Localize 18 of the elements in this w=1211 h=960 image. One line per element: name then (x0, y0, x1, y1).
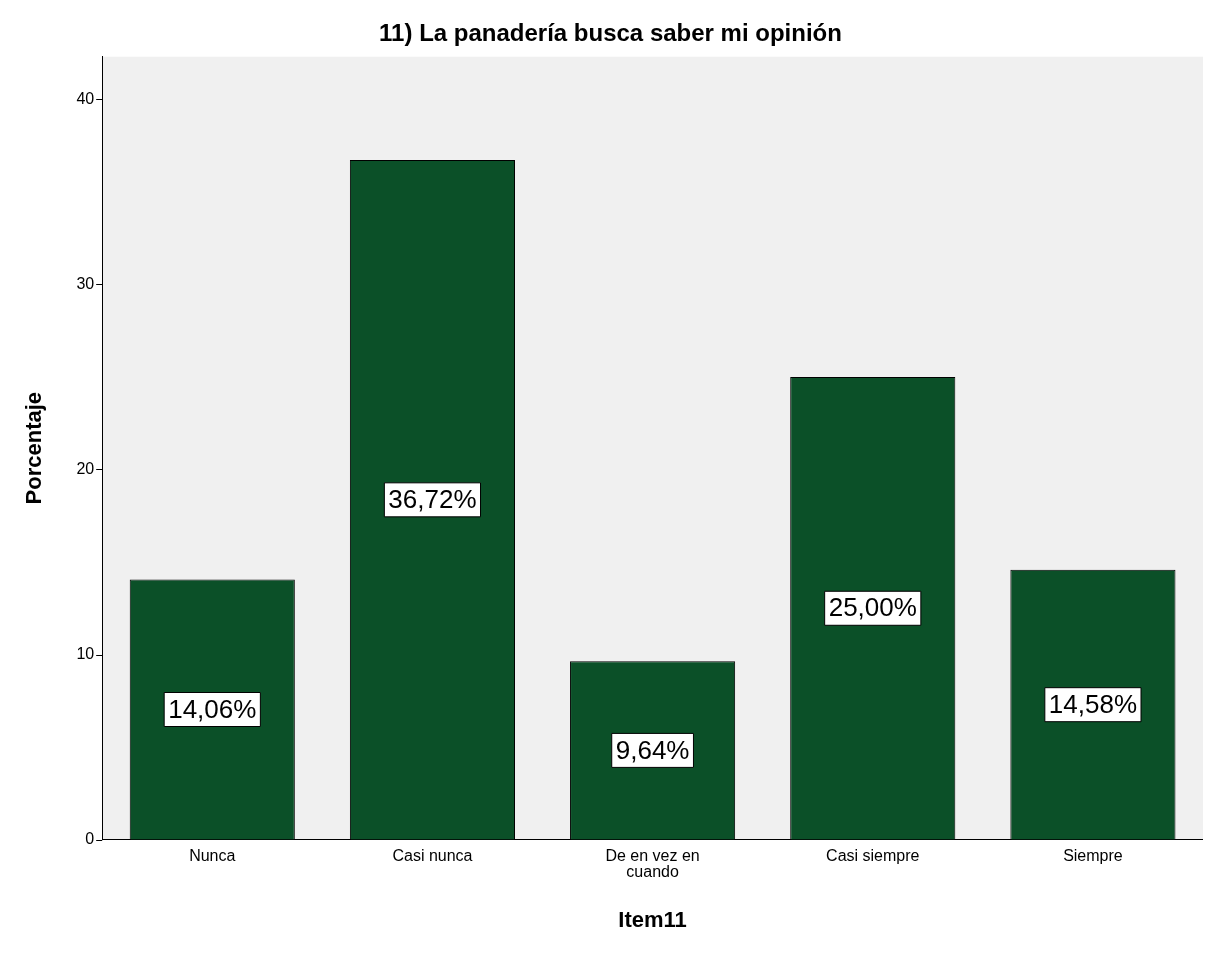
x-tick-label: Casi nunca (392, 847, 473, 865)
y-tick-label: 40 (76, 89, 95, 107)
x-tick-label: Nunca (189, 847, 236, 865)
y-axis-title: Porcentaje (21, 391, 47, 505)
x-axis-title: Item11 (618, 906, 687, 932)
data-label: 36,72% (388, 484, 477, 514)
y-tick-label: 20 (76, 459, 95, 477)
y-tick-label: 10 (76, 644, 95, 662)
data-label: 14,58% (1048, 688, 1138, 719)
data-label: 25,00% (828, 592, 917, 623)
data-label: 14,06% (168, 693, 257, 724)
y-tick-label: 0 (85, 830, 95, 848)
data-label: 9,64% (615, 734, 690, 765)
x-tick-label: Casi siempre (826, 847, 920, 865)
x-tick-label: Siempre (1063, 847, 1123, 865)
x-tick-label: De en vez en cuando (605, 847, 700, 881)
chart-title: 11) La panadería busca saber mi opinión (379, 19, 842, 47)
y-tick-label: 30 (76, 274, 95, 292)
